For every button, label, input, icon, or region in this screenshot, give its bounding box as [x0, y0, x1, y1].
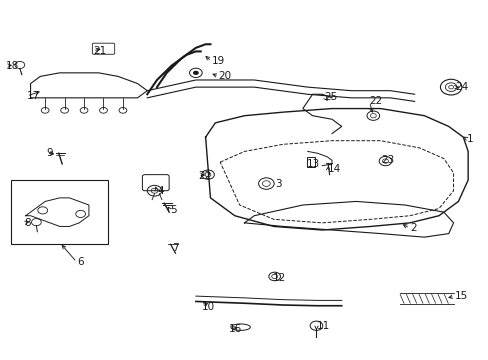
- Bar: [306, 157, 315, 167]
- Text: 18: 18: [6, 61, 20, 71]
- Text: 25: 25: [324, 92, 337, 102]
- Text: 20: 20: [218, 71, 231, 81]
- Text: 6: 6: [77, 257, 83, 267]
- Text: 17: 17: [27, 91, 40, 101]
- Text: 22: 22: [198, 171, 211, 181]
- Text: 2: 2: [409, 223, 416, 233]
- Text: 12: 12: [272, 273, 285, 283]
- Text: 10: 10: [202, 302, 215, 312]
- Text: 5: 5: [170, 205, 177, 215]
- Text: 22: 22: [369, 96, 382, 107]
- Text: 16: 16: [228, 324, 242, 334]
- Text: 4: 4: [157, 186, 163, 197]
- Text: 15: 15: [454, 291, 467, 301]
- Text: 24: 24: [454, 82, 468, 92]
- Text: 7: 7: [172, 243, 179, 253]
- Text: 13: 13: [306, 159, 319, 169]
- Text: 19: 19: [211, 57, 224, 66]
- Text: 11: 11: [316, 321, 329, 332]
- Text: 23: 23: [381, 156, 394, 165]
- Bar: [11, 180, 108, 244]
- Text: 3: 3: [275, 179, 281, 189]
- Text: 14: 14: [327, 164, 341, 174]
- Circle shape: [193, 71, 199, 75]
- Text: 21: 21: [93, 46, 106, 56]
- Text: 8: 8: [25, 218, 31, 228]
- Text: 1: 1: [466, 134, 473, 144]
- Text: 9: 9: [46, 148, 53, 158]
